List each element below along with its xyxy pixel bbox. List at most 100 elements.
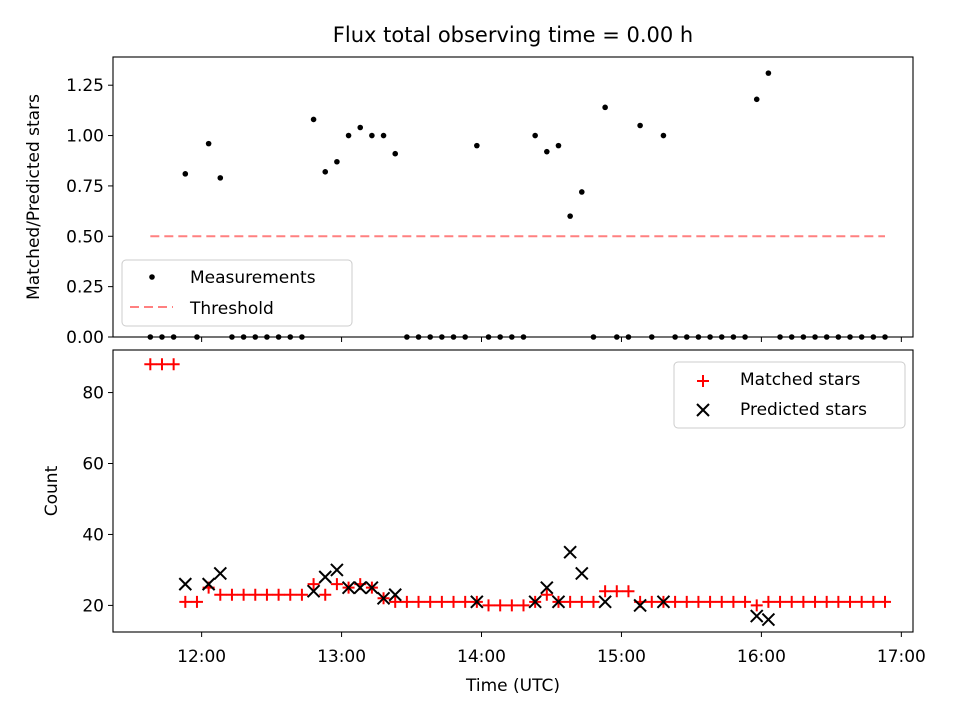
- matched-stars-point: [832, 595, 845, 608]
- measurement-point: [660, 132, 667, 139]
- measurement-point: [205, 140, 212, 147]
- legend-predicted-label: Predicted stars: [740, 400, 867, 420]
- predicted-stars-point: [750, 609, 764, 623]
- predicted-stars-point: [201, 577, 216, 591]
- matched-stars-point: [575, 595, 588, 608]
- predicted-stars-point: [330, 563, 344, 577]
- bottom-plot-area: [144, 358, 892, 627]
- matched-stars-point: [564, 595, 577, 608]
- matched-stars-point: [225, 588, 238, 601]
- matched-stars-point: [727, 595, 740, 608]
- matched-stars-point: [319, 588, 332, 601]
- matched-stars-point: [435, 595, 448, 608]
- measurement-point: [334, 158, 340, 165]
- bottom-axes-ticks: 20 40 60 80 12:00 13:00 14:00 15:00 16:00 17:00: [82, 384, 925, 667]
- bottom-legend: Matched stars Predicted stars: [673, 361, 906, 429]
- matched-stars-point: [517, 599, 530, 612]
- matched-stars-point: [692, 595, 705, 608]
- bottom-ytick-label: 20: [82, 596, 104, 616]
- predicted-stars-point: [178, 577, 193, 591]
- measurement-point: [357, 124, 364, 131]
- bottom-xtick-label: 17:00: [877, 647, 926, 667]
- measurement-point: [322, 169, 329, 175]
- predicted-stars-point: [633, 598, 647, 613]
- measurement-point: [182, 171, 189, 177]
- matched-stars-point: [809, 595, 822, 608]
- measurement-point: [474, 142, 480, 149]
- matched-stars-point: [482, 599, 495, 612]
- predicted-stars-point: [213, 566, 227, 581]
- matched-stars-point: [307, 578, 320, 591]
- matched-stars-point: [400, 595, 413, 608]
- matched-stars-point: [389, 595, 402, 608]
- predicted-stars-point: [376, 591, 391, 606]
- matched-stars-point: [284, 588, 297, 601]
- matched-stars-point: [797, 595, 810, 608]
- measurement-point: [392, 150, 399, 157]
- legend-measurements-marker: [149, 274, 155, 280]
- matched-stars-point: [762, 595, 775, 608]
- measurement-point: [310, 116, 317, 123]
- top-ytick-label: 0.00: [66, 328, 104, 348]
- legend-matched-label: Matched stars: [740, 370, 860, 390]
- bottom-legend-box: [673, 361, 906, 429]
- matched-stars-point: [412, 595, 425, 608]
- matched-stars-point: [260, 588, 273, 601]
- matched-stars-point: [295, 588, 308, 601]
- measurement-point: [544, 148, 550, 155]
- predicted-stars-point: [306, 584, 321, 598]
- bottom-xtick-label: 15:00: [597, 647, 646, 667]
- bottom-xtick-label: 13:00: [317, 647, 366, 667]
- bottom-xtick-label: 12:00: [177, 647, 226, 667]
- measurement-point: [602, 104, 608, 111]
- top-ytick-label: 0.75: [66, 177, 104, 197]
- predicted-stars-point: [318, 570, 332, 584]
- measurement-point: [753, 96, 760, 103]
- matched-stars-point: [272, 588, 285, 601]
- predicted-stars-point: [388, 588, 402, 602]
- bottom-xlabel: Time (UTC): [465, 676, 560, 696]
- predicted-stars-point: [656, 595, 671, 609]
- matched-stars-point: [179, 595, 192, 608]
- matched-stars-point: [844, 595, 857, 608]
- matched-stars-point: [610, 585, 623, 598]
- bottom-ytick-label: 80: [82, 384, 104, 404]
- top-ytick-label: 0.25: [66, 278, 104, 298]
- legend-matched-marker: [697, 375, 709, 387]
- predicted-stars-point: [470, 595, 484, 609]
- matched-stars-point: [144, 358, 157, 371]
- matched-stars-point: [820, 595, 833, 608]
- bottom-xtick-label: 14:00: [457, 647, 506, 667]
- matched-stars-point: [447, 595, 460, 608]
- measurement-point: [345, 132, 352, 139]
- matched-stars-point: [622, 585, 635, 598]
- measurement-point: [579, 189, 585, 195]
- measurement-point: [637, 122, 643, 129]
- matched-stars-point: [879, 595, 892, 608]
- top-legend: Measurements Threshold: [121, 259, 353, 327]
- measurement-point: [532, 132, 538, 139]
- predicted-stars-point: [528, 595, 542, 609]
- predicted-stars-point: [551, 595, 566, 609]
- chart-title: Flux total observing time = 0.00 h: [333, 23, 693, 47]
- measurement-point: [765, 70, 772, 76]
- matched-stars-point: [599, 585, 612, 598]
- measurement-point: [369, 132, 375, 139]
- matched-stars-point: [587, 595, 600, 608]
- matched-stars-point: [704, 595, 717, 608]
- matched-stars-point: [214, 588, 227, 601]
- measurement-point: [380, 132, 387, 139]
- bottom-axes-frame: [112, 349, 914, 633]
- legend-predicted-marker: [696, 403, 710, 417]
- matched-stars-point: [540, 588, 553, 601]
- predicted-stars-point: [563, 545, 577, 559]
- top-ytick-label: 0.50: [66, 227, 104, 247]
- matched-stars-point: [155, 358, 168, 371]
- top-axes-ticks: 0.00 0.25 0.50 0.75 1.00 1.25: [66, 76, 902, 348]
- matched-stars-point: [669, 595, 682, 608]
- measurement-point: [555, 142, 562, 149]
- predicted-stars-point: [341, 580, 356, 595]
- top-ytick-label: 1.25: [66, 76, 104, 96]
- predicted-stars-point: [598, 595, 612, 609]
